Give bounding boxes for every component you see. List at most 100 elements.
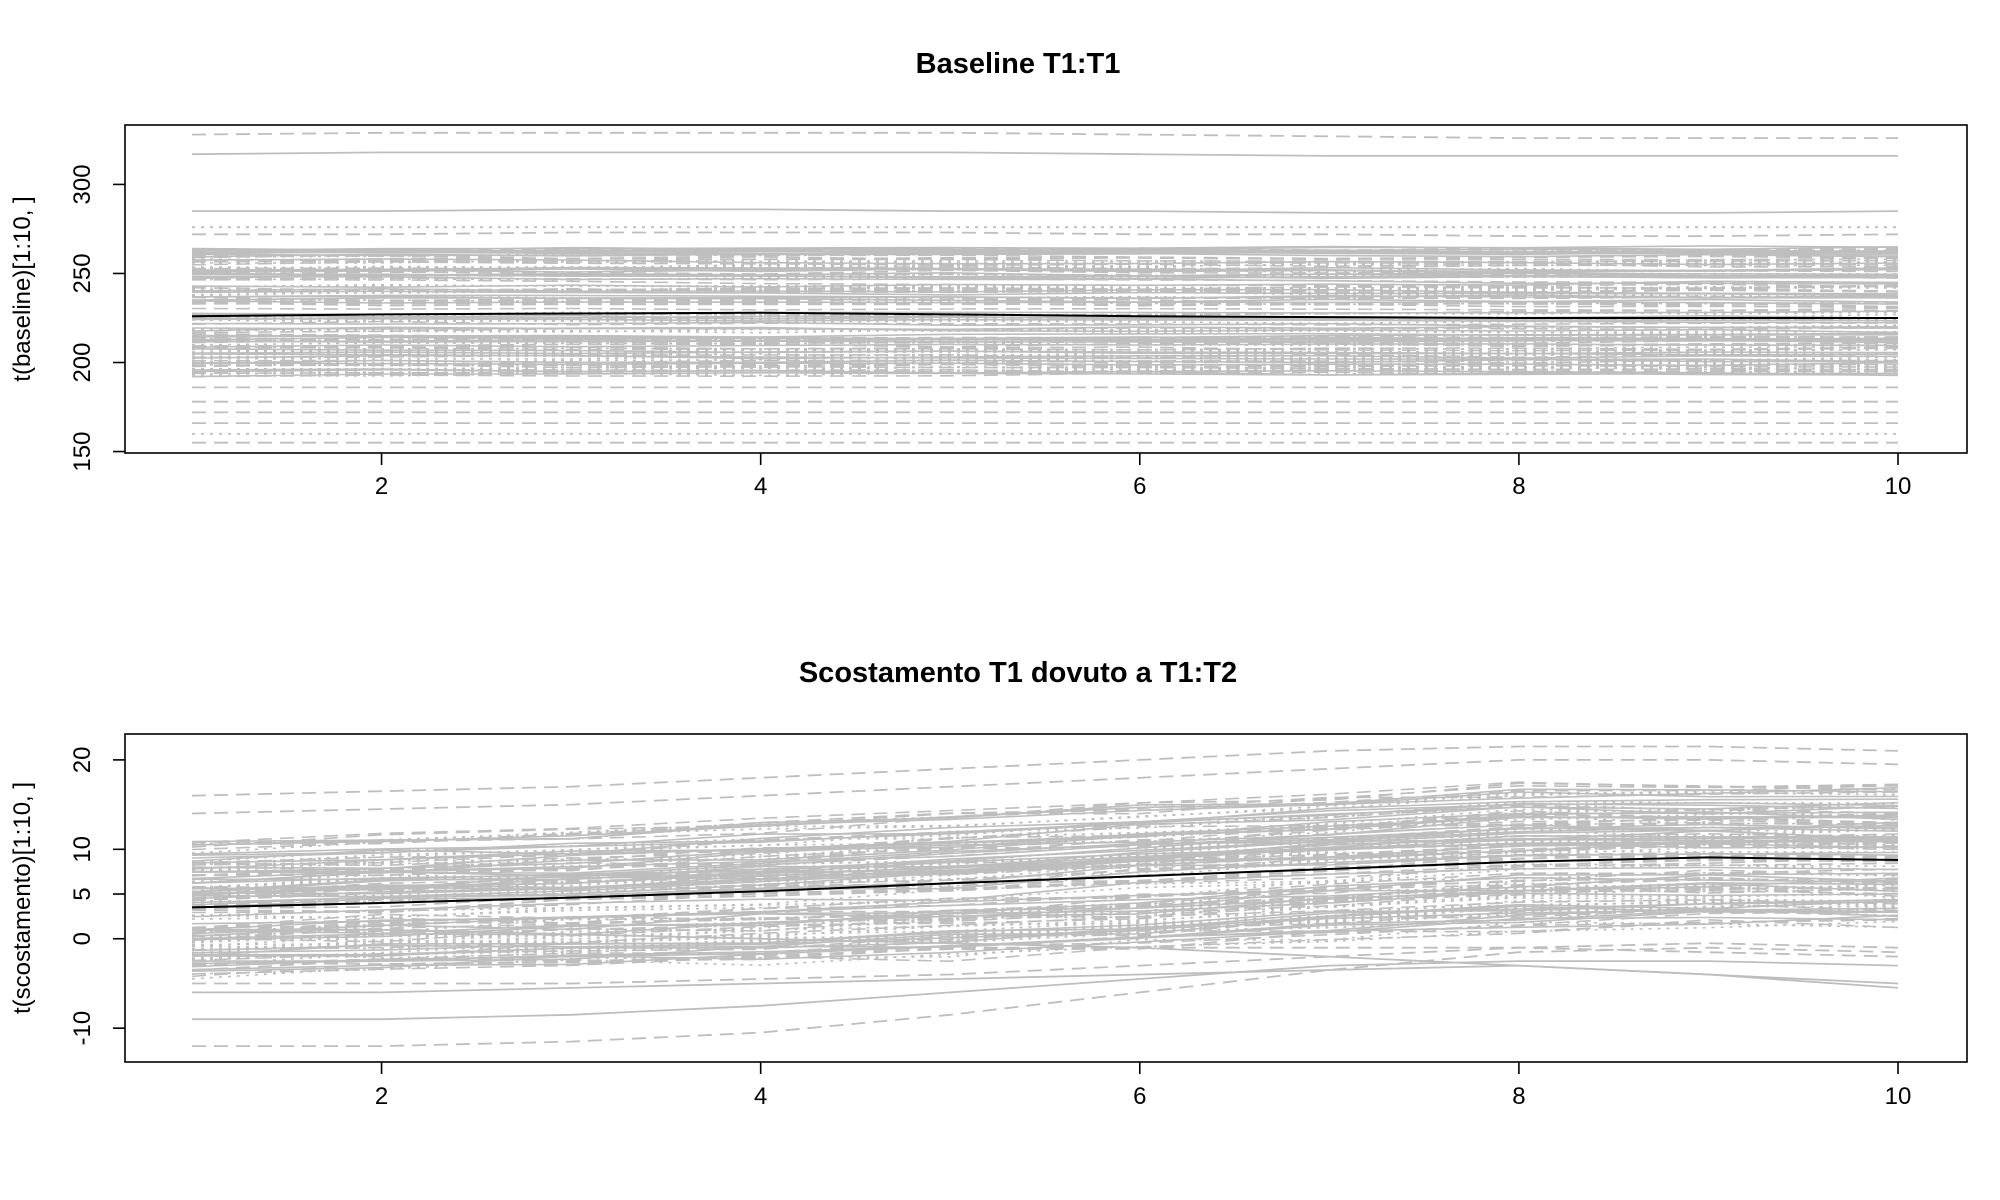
series-group	[191, 131, 1899, 444]
series-line	[191, 264, 1898, 270]
series-line	[191, 298, 1899, 304]
series-line	[191, 254, 1899, 260]
y-tick-label: 150	[69, 432, 96, 472]
series-line	[191, 909, 1899, 965]
series-line	[191, 342, 1899, 348]
series-line	[191, 362, 1899, 367]
series-line	[191, 368, 1899, 373]
series-line	[191, 898, 1899, 957]
series-line	[191, 326, 1899, 334]
series-line	[192, 928, 1899, 989]
series-line	[191, 916, 1899, 971]
series-line	[191, 838, 1899, 891]
series-line	[191, 815, 1899, 869]
series-line	[191, 882, 1899, 935]
series-line	[191, 745, 1899, 797]
series-line	[191, 353, 1898, 363]
series-line	[191, 346, 1899, 352]
series-line	[191, 791, 1899, 846]
series-line	[191, 339, 1899, 347]
series-line	[191, 946, 1899, 967]
series-line	[191, 335, 1899, 343]
series-line	[191, 866, 1899, 918]
x-tick-label: 2	[375, 1083, 388, 1110]
series-line	[191, 267, 1899, 274]
series-line	[191, 882, 1899, 934]
series-line	[191, 280, 1899, 289]
series-line	[191, 321, 1899, 329]
series-line	[191, 327, 1899, 334]
panel-baseline: Baseline T1:T1 2 4 6 8 10 150 200 250 300 t(bas…	[9, 48, 1968, 500]
series-line	[191, 313, 1899, 322]
series-line	[191, 131, 1898, 139]
series-line	[191, 876, 1899, 935]
series-line	[191, 907, 1899, 957]
series-line	[191, 899, 1899, 950]
series-line	[191, 294, 1898, 300]
series-line	[191, 251, 1899, 258]
series-line	[191, 823, 1899, 880]
series-line	[192, 231, 1899, 237]
series-line	[191, 301, 1899, 306]
series-line	[191, 295, 1899, 305]
series-line	[191, 301, 1899, 308]
series-line	[191, 247, 1899, 253]
series-line	[191, 300, 1899, 308]
series-line	[191, 371, 1899, 378]
series-line	[191, 317, 1899, 324]
y-tick-label: 200	[69, 342, 96, 382]
x-axis: 2 4 6 8 10	[375, 453, 1911, 500]
y-tick-label: 10	[69, 836, 96, 863]
series-line	[191, 897, 1899, 950]
series-line	[191, 317, 1899, 322]
chart-title: Scostamento T1 dovuto a T1:T2	[799, 657, 1237, 689]
series-line	[191, 251, 1899, 258]
mean-line	[191, 856, 1899, 909]
series-line	[191, 287, 1899, 295]
series-line	[191, 801, 1899, 862]
series-line	[191, 258, 1899, 263]
series-line	[191, 271, 1899, 277]
x-tick-label: 6	[1133, 473, 1146, 500]
series-line	[191, 905, 1899, 960]
plot-frame	[124, 733, 1968, 1063]
x-tick-label: 4	[754, 473, 767, 500]
y-tick-label: -10	[69, 1011, 96, 1046]
series-group	[191, 745, 1899, 1047]
series-line	[191, 801, 1899, 855]
series-line	[191, 367, 1899, 375]
series-line	[191, 892, 1899, 946]
series-line	[191, 840, 1899, 895]
series-line	[191, 884, 1899, 944]
series-line	[191, 838, 1899, 898]
series-line	[191, 914, 1899, 972]
series-line	[192, 964, 1899, 994]
series-line	[191, 284, 1899, 292]
series-line	[191, 897, 1899, 952]
series-line	[191, 334, 1899, 344]
series-line	[191, 808, 1899, 866]
series-line	[191, 350, 1899, 355]
y-tick-label: 0	[69, 932, 96, 945]
series-line	[191, 370, 1899, 378]
series-line	[191, 359, 1899, 367]
series-line	[191, 901, 1899, 959]
series-line	[192, 960, 1899, 1021]
series-line	[191, 871, 1899, 920]
series-line	[191, 279, 1899, 288]
series-line	[191, 841, 1899, 898]
series-line	[191, 353, 1899, 359]
series-line	[191, 802, 1899, 863]
y-tick-label: 5	[69, 887, 96, 900]
series-line	[191, 814, 1899, 872]
y-axis: -10 0 5 10 20	[69, 747, 125, 1046]
series-line	[192, 276, 1899, 285]
series-line	[191, 811, 1899, 873]
series-line	[191, 307, 1899, 312]
series-line	[191, 363, 1899, 371]
series-line	[191, 921, 1899, 975]
series-line	[191, 798, 1899, 856]
series-line	[191, 339, 1899, 345]
series-line	[192, 208, 1899, 214]
series-line	[191, 295, 1899, 303]
